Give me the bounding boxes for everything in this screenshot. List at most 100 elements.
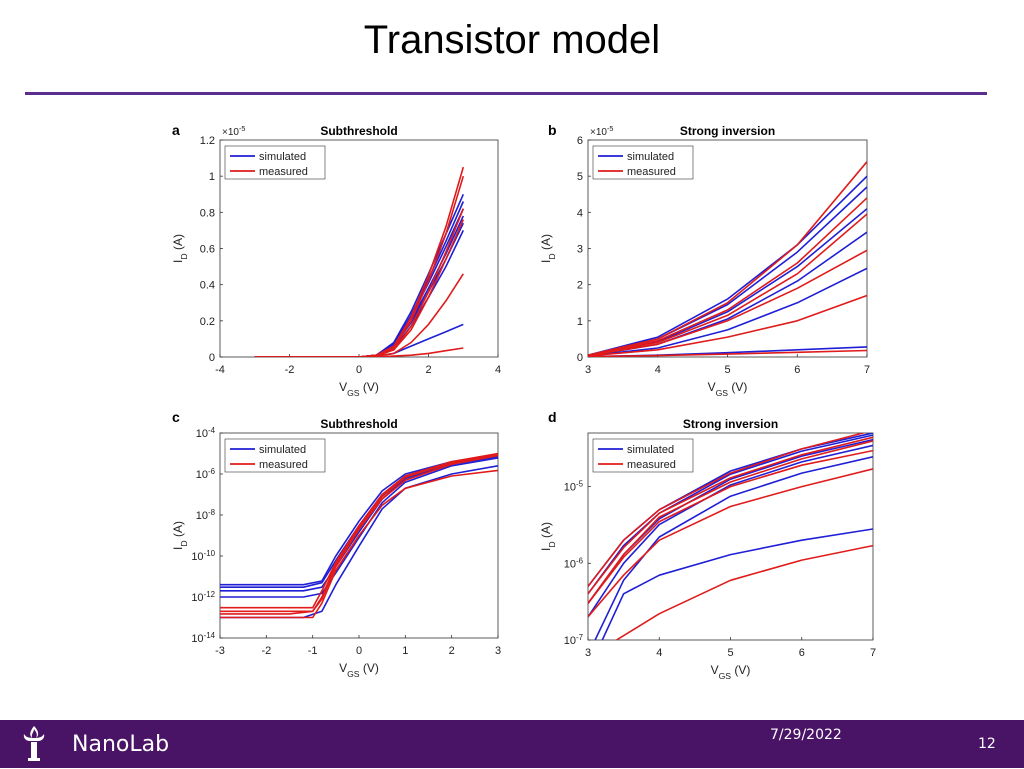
y-tick-label: 1 bbox=[209, 171, 215, 183]
series-line-measured bbox=[220, 469, 498, 619]
slide-title: Transistor model bbox=[363, 18, 661, 62]
x-tick-label: -1 bbox=[308, 645, 318, 657]
series-line-measured bbox=[588, 213, 867, 357]
y-tick-label: 2 bbox=[577, 280, 583, 292]
x-tick-label: 6 bbox=[799, 647, 805, 659]
series-line-simulated bbox=[220, 455, 498, 592]
series-line-measured bbox=[254, 175, 465, 357]
y-tick-label: 0.2 bbox=[200, 316, 215, 328]
series-line-measured bbox=[588, 433, 867, 587]
panel-letter-c: c bbox=[172, 409, 180, 425]
y-tick-label: 10-12 bbox=[191, 590, 215, 605]
x-tick-label: 3 bbox=[585, 647, 591, 659]
panel-letter-a: a bbox=[172, 122, 180, 138]
x-tick-label: -3 bbox=[215, 645, 225, 657]
y-axis-label: ID (A) bbox=[539, 522, 557, 551]
x-tick-label: 0 bbox=[356, 645, 362, 657]
x-tick-label: 7 bbox=[870, 647, 876, 659]
x-tick-label: 4 bbox=[655, 364, 661, 376]
series-line-measured bbox=[254, 219, 465, 357]
x-tick-label: 1 bbox=[402, 645, 408, 657]
y-tick-label: 0.4 bbox=[200, 280, 215, 292]
y-axis-label: ID (A) bbox=[171, 521, 189, 550]
y-tick-label: 0.8 bbox=[200, 207, 215, 219]
series-line-simulated bbox=[588, 434, 873, 595]
legend-label-simulated: simulated bbox=[259, 151, 306, 163]
panel-title-a: Subthreshold bbox=[320, 124, 397, 138]
series-line-measured bbox=[254, 166, 465, 357]
y-exponent-label: ×10-5 bbox=[590, 124, 613, 139]
x-tick-label: -2 bbox=[285, 364, 295, 376]
x-tick-label: -4 bbox=[215, 364, 225, 376]
y-tick-label: 10-6 bbox=[564, 556, 584, 571]
x-axis-label: VGS (V) bbox=[339, 661, 379, 679]
footer-bar: NanoLab 7/29/2022 12 bbox=[0, 720, 1024, 768]
legend-label-simulated: simulated bbox=[259, 444, 306, 456]
x-tick-label: -2 bbox=[261, 645, 271, 657]
x-tick-label: 5 bbox=[724, 364, 730, 376]
y-tick-label: 0.6 bbox=[200, 244, 215, 256]
legend-box bbox=[592, 145, 694, 180]
y-axis-label: ID (A) bbox=[539, 234, 557, 263]
x-tick-label: 7 bbox=[864, 364, 870, 376]
series-line-measured bbox=[588, 161, 867, 356]
series-line-measured bbox=[254, 273, 464, 357]
figure-panels: a Subthreshold -4 -2 0 2 4 0 0.2 0.4 0.6 0.8 1 1.2 ×10… bbox=[171, 122, 876, 681]
legend-label-measured: measured bbox=[259, 459, 308, 471]
series-line-simulated bbox=[254, 201, 465, 357]
y-tick-label: 3 bbox=[577, 244, 583, 256]
series-line-measured bbox=[588, 440, 873, 604]
y-tick-label: 1 bbox=[577, 316, 583, 328]
page-number: 12 bbox=[978, 736, 996, 752]
legend-label-simulated: simulated bbox=[627, 444, 674, 456]
panel-title-d: Strong inversion bbox=[683, 417, 778, 431]
x-tick-label: 2 bbox=[425, 364, 431, 376]
x-axis-label: VGS (V) bbox=[711, 663, 751, 681]
x-tick-label: 3 bbox=[495, 645, 501, 657]
legend-label-measured: measured bbox=[259, 166, 308, 178]
series-line-measured bbox=[588, 249, 867, 357]
x-axis-label: VGS (V) bbox=[339, 380, 379, 398]
series-line-measured bbox=[588, 468, 873, 618]
series-line-measured bbox=[588, 449, 873, 604]
series-line-measured bbox=[254, 208, 465, 357]
legend-box bbox=[224, 438, 326, 473]
panel-title-b: Strong inversion bbox=[680, 124, 775, 138]
series-line-measured bbox=[588, 349, 867, 357]
y-tick-label: 4 bbox=[577, 207, 583, 219]
x-tick-label: 5 bbox=[727, 647, 733, 659]
legend-box bbox=[224, 145, 326, 180]
y-tick-label: 0 bbox=[209, 352, 215, 364]
y-tick-label: 0 bbox=[577, 352, 583, 364]
series-line-measured bbox=[616, 544, 873, 640]
y-tick-label: 10-8 bbox=[196, 508, 216, 523]
legend-label-measured: measured bbox=[627, 459, 676, 471]
x-tick-label: 6 bbox=[794, 364, 800, 376]
series-line-simulated bbox=[220, 457, 498, 598]
series-line-simulated bbox=[588, 175, 867, 356]
torch-icon bbox=[14, 724, 54, 769]
series-line-simulated bbox=[594, 456, 873, 640]
y-tick-label: 10-5 bbox=[564, 479, 584, 494]
y-tick-label: 5 bbox=[577, 171, 583, 183]
legend-label-simulated: simulated bbox=[627, 151, 674, 163]
y-tick-label: 10-14 bbox=[191, 631, 215, 646]
y-tick-label: 10-7 bbox=[564, 633, 583, 648]
y-tick-label: 10-10 bbox=[191, 549, 215, 564]
x-tick-label: 0 bbox=[356, 364, 362, 376]
series-line-measured bbox=[588, 197, 867, 356]
title-divider bbox=[25, 92, 987, 95]
series-line-measured bbox=[220, 453, 498, 613]
series-line-simulated bbox=[601, 528, 873, 640]
y-tick-label: 6 bbox=[577, 135, 583, 147]
x-tick-label: 2 bbox=[449, 645, 455, 657]
x-tick-label: 4 bbox=[495, 364, 501, 376]
y-tick-label: 10-4 bbox=[196, 426, 216, 441]
x-axis-label: VGS (V) bbox=[708, 380, 748, 398]
series-line-simulated bbox=[220, 465, 498, 619]
series-line-measured bbox=[254, 347, 464, 357]
series-line-measured bbox=[588, 436, 873, 595]
y-exponent-label: ×10-5 bbox=[222, 124, 245, 139]
legend-label-measured: measured bbox=[627, 166, 676, 178]
y-tick-label: 10-6 bbox=[196, 467, 216, 482]
